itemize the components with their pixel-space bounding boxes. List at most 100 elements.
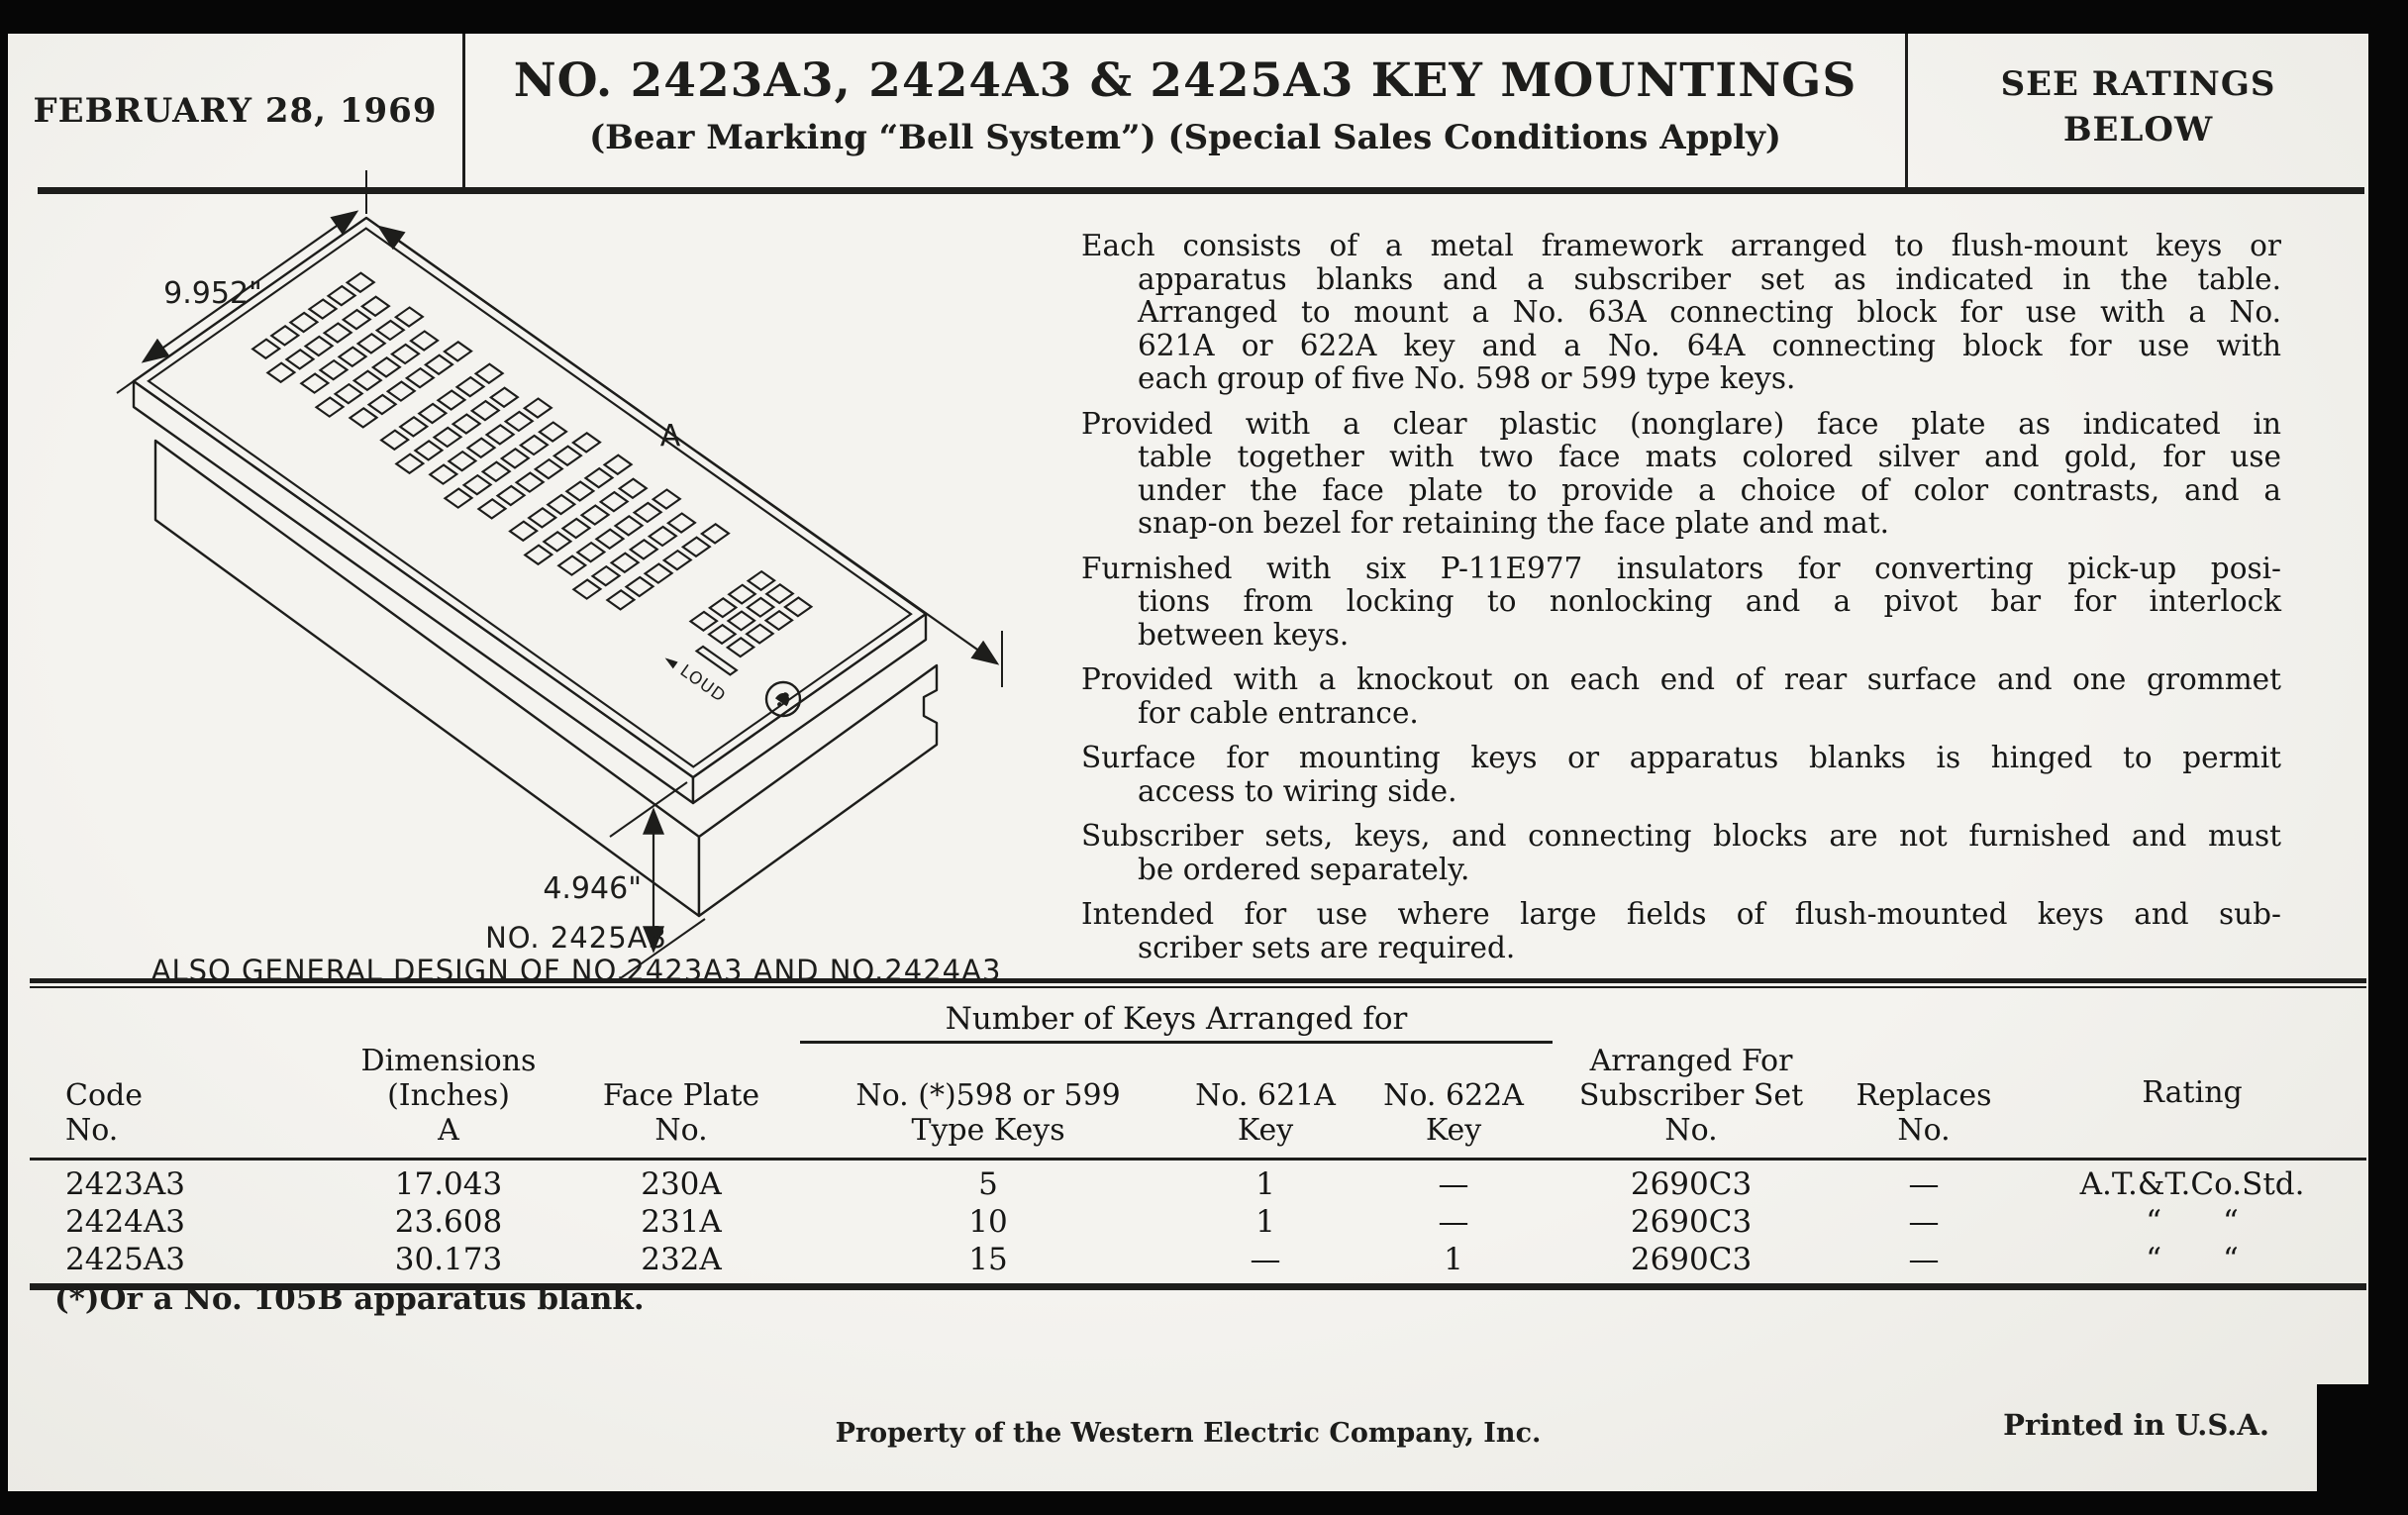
key-hole	[503, 410, 535, 433]
key-hole	[527, 507, 558, 529]
table-cell: 2425A3	[65, 1241, 186, 1277]
ratings-table-wrapper: Number of Keys Arranged for Code No. Dim…	[30, 978, 2367, 1290]
description-paragraph: Provided with a knockout on each end of …	[1081, 662, 2281, 730]
key-hole	[318, 358, 350, 381]
key-hole	[394, 453, 426, 475]
key-hole	[359, 295, 391, 318]
description-line: scriber sets are required.	[1138, 930, 1516, 964]
table-row: 2423A3 17.043 230A 5 1 — 2690C3 — A.T.&T…	[30, 1159, 2366, 1203]
table-cell: —	[1908, 1203, 1940, 1240]
description-paragraph: Each consists of a metal framework arran…	[1081, 229, 2281, 396]
column-header-face-plate: Face Plate No.	[562, 1042, 801, 1161]
key-hole	[432, 426, 463, 449]
key-mounting-diagram: ◄ LOUD 9.952" A 4.946	[116, 170, 1003, 987]
ratings-note-line2: BELOW	[2062, 110, 2214, 150]
printed-line: Printed in U.S.A.	[2003, 1408, 2269, 1442]
key-hole	[398, 416, 430, 438]
key-hole	[417, 402, 449, 425]
key-hole	[333, 382, 364, 405]
description-line: Subscriber sets, keys, and connecting bl…	[1081, 819, 2281, 853]
key-hole	[542, 531, 573, 553]
key-hole	[451, 413, 482, 435]
column-header-key-622a: No. 622A Key	[1354, 1042, 1554, 1161]
key-hole	[647, 525, 678, 548]
key-hole	[556, 555, 588, 576]
table-cell: 1	[1255, 1165, 1275, 1202]
description-line: Provided with a knockout on each end of …	[1081, 662, 2281, 696]
key-hole	[651, 488, 682, 510]
key-hole	[533, 457, 564, 480]
column-header-dimensions: Dimensions (Inches) A	[335, 1042, 562, 1161]
description-paragraph: Furnished with six P-11E977 insulators f…	[1081, 551, 2281, 653]
key-hole	[522, 397, 553, 419]
table-cell: 2423A3	[65, 1165, 186, 1202]
key-hole	[680, 536, 712, 558]
key-hole	[390, 343, 421, 365]
key-hole	[546, 493, 577, 516]
height-dimension-label: 4.946"	[543, 871, 642, 906]
document-page: FEBRUARY 28, 1969 NO. 2423A3, 2424A3 & 2…	[8, 34, 2368, 1491]
table-row: 2425A3 30.173 232A 15 — 1 2690C3 — “ “	[30, 1241, 2366, 1287]
key-hole	[643, 562, 674, 584]
key-hole	[602, 454, 634, 476]
key-hole	[571, 578, 603, 600]
description-line: Intended for use where large fields of f…	[1081, 897, 2281, 931]
key-hole	[518, 434, 550, 456]
title-block: NO. 2423A3, 2424A3 & 2425A3 KEY MOUNTING…	[465, 34, 1905, 187]
key-hole	[725, 637, 756, 658]
key-hole	[443, 340, 473, 362]
description-paragraph: Subscriber sets, keys, and connecting bl…	[1081, 819, 2281, 886]
key-hole	[617, 477, 649, 500]
key-hole	[624, 575, 655, 598]
key-hole	[454, 375, 486, 398]
description-line: Arranged to mount a No. 63A connecting b…	[1138, 295, 2281, 329]
table-row: 2424A3 23.608 231A 10 1 — 2690C3 — “ “	[30, 1203, 2366, 1241]
height-dimension: 4.946"	[543, 781, 706, 978]
table-cell: —	[1908, 1165, 1940, 1202]
description-line: apparatus blanks and a subscriber set as…	[1138, 261, 2281, 296]
description-line: each group of five No. 598 or 599 type k…	[1138, 361, 1796, 395]
key-hole	[661, 549, 693, 571]
key-hole	[488, 386, 520, 409]
key-hole	[632, 501, 663, 524]
group-header-spacer	[1553, 987, 2366, 1043]
key-hole	[707, 597, 739, 619]
length-dimension-label: A	[660, 419, 681, 454]
width-dimension: 9.952"	[116, 170, 367, 394]
key-hole	[590, 564, 622, 587]
table-cell: 1	[1255, 1203, 1275, 1240]
key-hole	[385, 380, 417, 402]
property-line: Property of the Western Electric Company…	[835, 1418, 1542, 1449]
key-hole	[370, 356, 402, 378]
key-hole	[628, 539, 659, 560]
table-cell: 23.608	[394, 1203, 503, 1240]
key-hole	[484, 424, 516, 446]
key-hole	[436, 389, 467, 411]
issue-date: FEBRUARY 28, 1969	[33, 90, 438, 131]
table-footnote: (*)Or a No. 105B apparatus blank.	[54, 1281, 645, 1317]
key-hole	[374, 319, 406, 342]
table-cell: A.T.&T.Co.Std.	[2079, 1165, 2305, 1202]
table-cell: 10	[968, 1203, 1008, 1240]
ratings-note: SEE RATINGS BELOW	[1908, 34, 2368, 187]
key-hole	[688, 610, 719, 632]
key-hole	[560, 517, 592, 540]
device-body-side	[697, 663, 939, 918]
key-hole	[461, 473, 493, 496]
key-hole	[476, 498, 508, 520]
description-line: access to wiring side.	[1138, 773, 1457, 808]
key-hole	[465, 437, 497, 459]
key-hole	[379, 429, 411, 452]
key-hole	[763, 609, 794, 632]
key-hole	[366, 393, 398, 416]
description-line: Furnished with six P-11E977 insulators f…	[1081, 551, 2281, 585]
key-hole	[666, 512, 697, 534]
key-hole	[299, 372, 331, 394]
table-cell: “ “	[2146, 1203, 2239, 1240]
key-hole	[699, 523, 731, 545]
key-hole	[423, 354, 454, 376]
key-hole	[447, 450, 478, 472]
key-hole	[265, 361, 297, 384]
key-hole	[583, 466, 615, 489]
description-line: table together with two face mats colore…	[1138, 440, 2281, 473]
